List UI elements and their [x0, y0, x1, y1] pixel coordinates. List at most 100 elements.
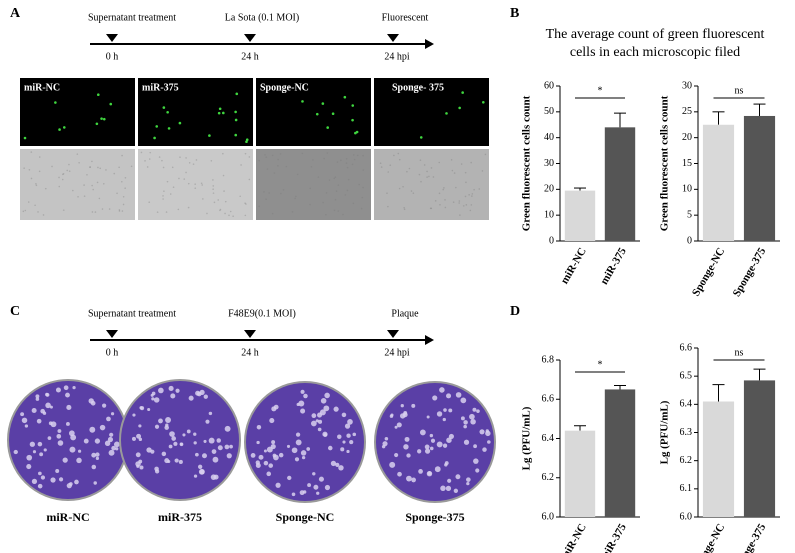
texture [340, 159, 342, 162]
plaque [436, 411, 443, 417]
texture [148, 158, 151, 160]
significance-label: * [598, 359, 603, 370]
texture [42, 214, 45, 216]
texture [322, 201, 324, 204]
texture [62, 209, 65, 211]
green-cell [109, 102, 113, 106]
texture [386, 192, 388, 195]
texture [325, 213, 327, 216]
significance-label: * [598, 85, 603, 96]
green-cell [166, 110, 169, 114]
texture [312, 159, 314, 161]
plaque [316, 491, 320, 495]
texture [362, 154, 364, 157]
plaque [24, 424, 29, 428]
texture [194, 183, 196, 185]
plaque [417, 449, 422, 454]
texture [96, 181, 99, 184]
y-tick-label: 6.2 [680, 455, 693, 466]
plaque [20, 412, 25, 417]
texture [387, 171, 390, 173]
plaque [139, 406, 143, 410]
plaque [473, 458, 479, 464]
plaque [179, 442, 183, 446]
texture [462, 205, 465, 207]
plaque [447, 478, 452, 483]
green-cell [326, 126, 329, 129]
texture [146, 166, 149, 168]
title-line: cells in each microscopic filed [570, 45, 740, 60]
texture [162, 198, 164, 200]
plaque [455, 474, 461, 480]
texture [342, 213, 344, 216]
plaque [39, 452, 44, 457]
plaque [32, 450, 37, 454]
plaque [344, 423, 351, 429]
texture [212, 185, 215, 187]
plaque [88, 398, 94, 404]
plaque [131, 436, 136, 441]
plaque [72, 386, 76, 390]
plaque [45, 402, 51, 409]
texture [265, 198, 267, 201]
plaque [300, 389, 305, 394]
plaque [217, 445, 223, 451]
texture [295, 195, 297, 198]
texture [450, 159, 453, 161]
texture [451, 169, 454, 172]
texture [428, 175, 430, 178]
texture [264, 154, 266, 156]
texture [86, 173, 88, 176]
texture [438, 192, 441, 195]
brightfield-image [138, 149, 253, 220]
brightfield-image [256, 149, 371, 220]
plaque [161, 451, 167, 457]
plaque [43, 448, 47, 452]
texture [89, 166, 92, 168]
plaque [448, 408, 453, 413]
plaque [317, 412, 323, 418]
bar [564, 190, 596, 241]
plaque [263, 449, 267, 453]
texture [101, 208, 104, 210]
plaque [66, 483, 72, 489]
texture [271, 154, 274, 157]
texture [78, 161, 80, 164]
texture [380, 166, 383, 168]
plaque [150, 393, 154, 397]
texture [124, 176, 127, 179]
plaque [63, 385, 69, 391]
texture [212, 188, 214, 190]
plaque [442, 417, 446, 422]
texture [335, 190, 338, 193]
plaque [335, 462, 340, 467]
texture [89, 166, 91, 168]
texture [72, 189, 74, 192]
texture [228, 214, 230, 217]
texture [28, 168, 31, 171]
texture [398, 187, 401, 190]
texture [121, 154, 123, 157]
plaque [212, 456, 219, 463]
texture [149, 151, 152, 154]
plaque [411, 403, 416, 408]
plaque [199, 469, 205, 475]
texture [248, 178, 251, 181]
texture [323, 157, 325, 160]
texture [423, 164, 426, 166]
texture [210, 160, 213, 162]
bar [604, 127, 636, 241]
plaque [439, 387, 445, 393]
plaque [115, 447, 119, 451]
plaque [381, 444, 386, 449]
texture [387, 205, 389, 208]
plaque [146, 447, 152, 453]
y-tick-label: 6.0 [542, 511, 555, 522]
texture [217, 199, 220, 201]
plaque [306, 447, 311, 451]
plaque [291, 492, 296, 497]
texture [24, 209, 27, 212]
texture [406, 170, 408, 173]
texture [473, 188, 475, 191]
timeline-marker [244, 34, 256, 42]
